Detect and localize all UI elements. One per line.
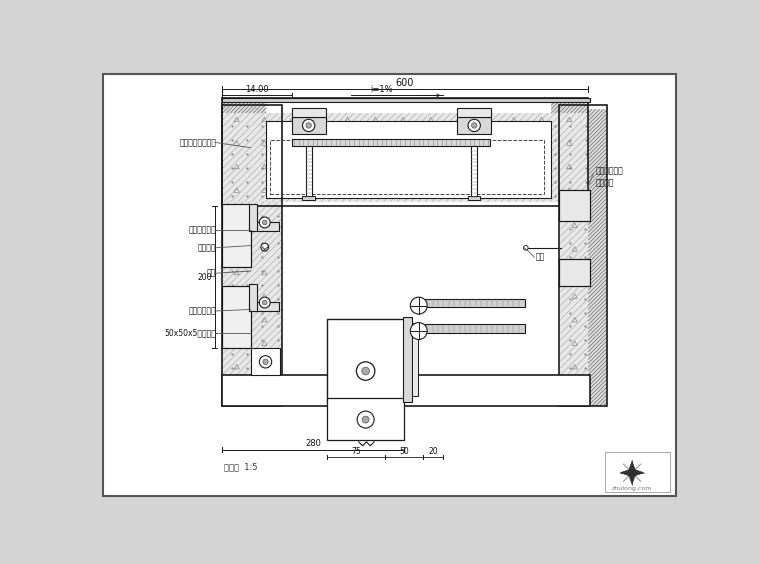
Bar (223, 113, 588, 202)
Text: 石材: 石材 (207, 269, 217, 278)
Bar (327, 319, 404, 402)
Bar (249, 284, 257, 311)
Bar (223, 204, 251, 267)
Bar (559, 190, 590, 221)
Bar (249, 204, 257, 231)
Bar (270, 140, 543, 194)
Bar (471, 146, 477, 198)
Text: 200: 200 (198, 272, 212, 281)
Text: zhulong.com: zhulong.com (612, 486, 652, 491)
Bar (266, 121, 551, 198)
Text: 14.00: 14.00 (245, 85, 269, 94)
Text: 不锈钢干挂件: 不锈钢干挂件 (188, 306, 217, 315)
Circle shape (261, 243, 268, 251)
Polygon shape (632, 470, 644, 476)
Bar (223, 287, 251, 348)
Bar (559, 259, 590, 287)
Circle shape (362, 367, 369, 375)
Text: 碎石混凝: 碎石混凝 (596, 178, 614, 187)
Polygon shape (629, 473, 635, 484)
Polygon shape (629, 461, 635, 473)
Circle shape (259, 356, 271, 368)
Circle shape (262, 220, 267, 225)
Circle shape (259, 297, 270, 308)
Bar (458, 108, 491, 117)
Text: 膨钉: 膨钉 (536, 253, 545, 262)
Circle shape (471, 123, 477, 128)
Text: 280: 280 (306, 439, 321, 448)
Bar (223, 287, 251, 348)
Bar (605, 452, 670, 492)
Bar (458, 117, 491, 134)
Bar (468, 196, 480, 200)
Text: 不锈钢干挂件: 不锈钢干挂件 (188, 226, 217, 235)
Text: 600: 600 (396, 78, 414, 87)
Circle shape (410, 323, 427, 340)
Bar (302, 196, 315, 200)
Bar (559, 190, 590, 221)
Bar (412, 323, 418, 396)
Bar (251, 348, 280, 375)
Bar (560, 202, 588, 402)
Text: 膨木工装连层: 膨木工装连层 (596, 166, 624, 175)
Circle shape (259, 217, 270, 228)
Circle shape (356, 362, 375, 380)
Bar (249, 302, 279, 311)
Polygon shape (620, 470, 632, 476)
Bar (559, 259, 590, 287)
Bar (223, 287, 251, 348)
Bar (588, 109, 606, 406)
Text: 75: 75 (351, 447, 361, 456)
Text: 比例尺  1:5: 比例尺 1:5 (224, 463, 258, 472)
Circle shape (302, 119, 315, 131)
Circle shape (363, 416, 369, 423)
Text: 50x50x5镀锌角钢: 50x50x5镀锌角钢 (164, 328, 217, 337)
Bar (403, 317, 412, 402)
Bar (551, 98, 588, 113)
Bar (292, 139, 489, 146)
Bar (223, 105, 282, 406)
Text: 20: 20 (428, 447, 438, 456)
Bar (223, 375, 590, 406)
Circle shape (524, 245, 528, 250)
Bar (559, 105, 606, 406)
Bar (292, 108, 325, 117)
Bar (306, 146, 312, 198)
Bar (223, 204, 251, 267)
Bar (327, 398, 404, 440)
Text: 50: 50 (399, 447, 409, 456)
Bar (223, 202, 282, 402)
Bar (292, 117, 325, 134)
Bar (559, 259, 590, 287)
Bar (223, 98, 590, 102)
Bar (559, 190, 590, 221)
Circle shape (263, 359, 268, 364)
Bar (425, 324, 525, 333)
Circle shape (357, 411, 374, 428)
Text: 石材中间断热桥层: 石材中间断热桥层 (179, 138, 217, 147)
Bar (223, 204, 251, 267)
Bar (223, 98, 588, 205)
Text: i=1%: i=1% (370, 85, 393, 94)
Circle shape (468, 119, 480, 131)
Bar (425, 299, 525, 307)
Circle shape (410, 297, 427, 314)
Text: 云锻胶件: 云锻胶件 (198, 243, 217, 252)
Bar (223, 98, 266, 113)
Bar (249, 222, 279, 231)
Circle shape (262, 300, 267, 305)
Circle shape (306, 123, 312, 128)
